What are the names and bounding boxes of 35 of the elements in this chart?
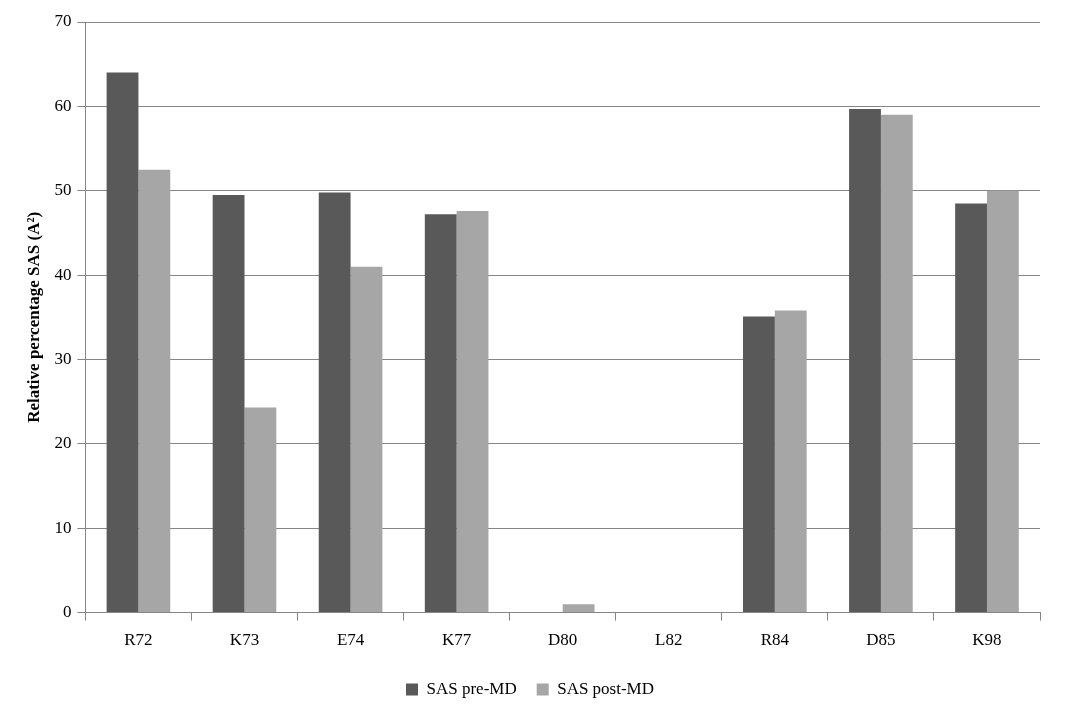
x-tick-label: K77	[441, 630, 472, 650]
bar	[880, 114, 913, 613]
bar	[350, 266, 383, 613]
y-tick-label: 60	[54, 95, 72, 115]
legend-label: SAS post-MD	[557, 678, 655, 698]
bar	[743, 316, 775, 613]
bar	[955, 203, 987, 613]
x-tick-label: R84	[760, 630, 790, 650]
bar	[424, 214, 457, 613]
y-tick-label: 40	[54, 264, 72, 284]
x-tick-label: K98	[972, 630, 1002, 650]
bar	[212, 194, 245, 613]
bar	[562, 604, 595, 613]
x-tick-label: R72	[124, 630, 153, 650]
y-tick-label: 30	[54, 348, 72, 368]
x-tick-label: K73	[229, 630, 260, 650]
y-tick-label: 20	[54, 433, 72, 453]
bar	[138, 169, 171, 613]
bar	[986, 190, 1019, 613]
bar	[318, 192, 351, 613]
bar	[456, 210, 489, 613]
bar	[774, 310, 807, 613]
legend-label: SAS pre-MD	[426, 678, 517, 698]
y-tick-label: 10	[54, 517, 72, 537]
bar	[849, 108, 881, 613]
bar	[106, 72, 139, 613]
x-tick-label: D80	[548, 630, 578, 650]
y-tick-label: 0	[62, 602, 72, 622]
x-tick-label: L82	[655, 630, 683, 650]
y-tick-label: 70	[54, 11, 72, 31]
y-tick-label: 50	[54, 180, 72, 200]
x-tick-label: E74	[336, 630, 365, 650]
x-tick-label: D85	[866, 630, 896, 650]
bar	[244, 407, 277, 613]
y-axis-title: Relative percentage SAS (A²)	[23, 211, 43, 423]
